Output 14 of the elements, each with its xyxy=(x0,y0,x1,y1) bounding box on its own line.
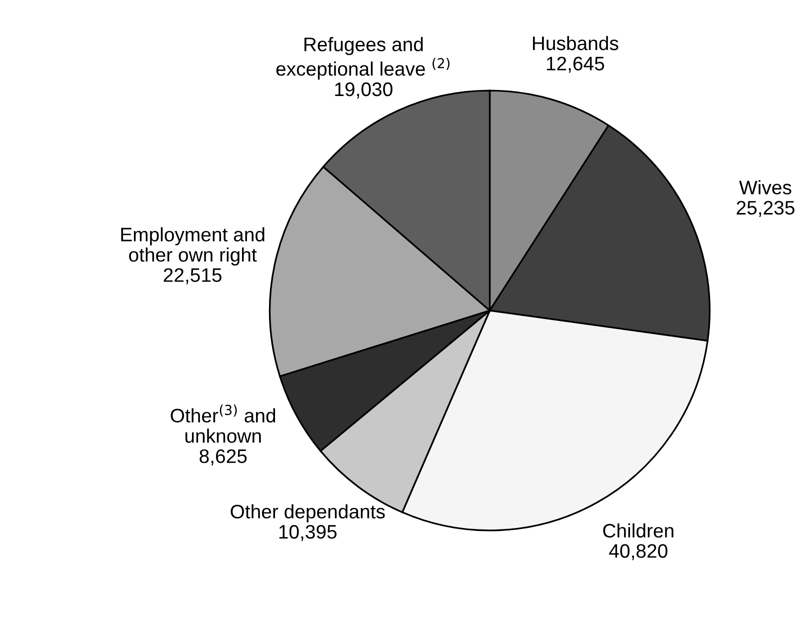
data-label: 12,645 xyxy=(546,56,604,73)
data-label: 25,235 xyxy=(736,200,794,217)
data-label: 10,395 xyxy=(279,524,337,542)
slice-label: Children xyxy=(603,523,674,538)
slice-label: Husbands xyxy=(532,36,618,50)
slice-label: Wives xyxy=(739,180,792,194)
slice-label: Refugees and exceptional leave $^{(2)}$ xyxy=(276,37,450,80)
slice-label: Other$^{(3)}$ and unknown xyxy=(170,404,276,443)
data-label: 22,515 xyxy=(164,268,222,284)
data-label: 19,030 xyxy=(335,82,392,98)
slice-label: Other dependants xyxy=(230,504,385,522)
slice-label: Employment and other own right xyxy=(121,227,264,266)
data-label: 40,820 xyxy=(609,544,668,560)
data-label: 8,625 xyxy=(200,449,247,466)
